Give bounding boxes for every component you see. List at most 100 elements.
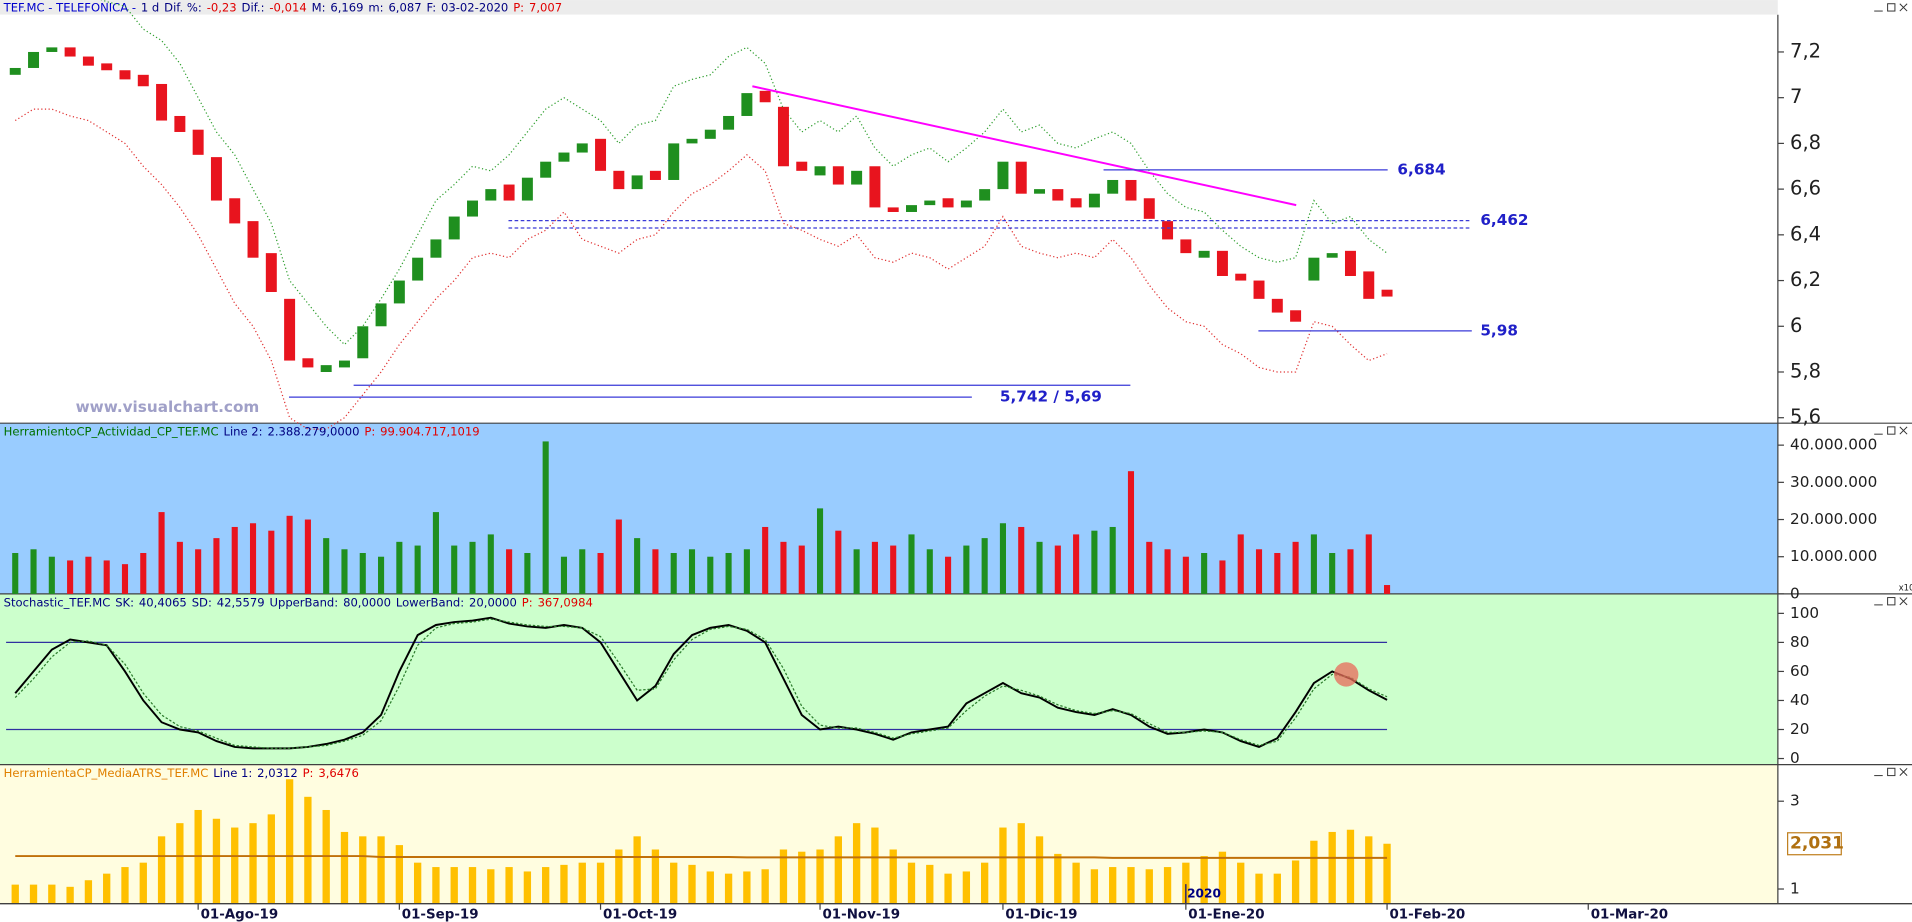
bar <box>1145 869 1153 904</box>
header-item: 20,0000 <box>469 595 517 609</box>
candle <box>686 138 698 144</box>
bar <box>1310 534 1317 594</box>
bar <box>542 441 549 594</box>
header-item: Line 2: <box>224 424 263 438</box>
bar <box>1146 541 1153 594</box>
candle <box>1381 289 1393 297</box>
candle <box>503 184 515 201</box>
y-tick-label: 7,2 <box>1790 39 1821 62</box>
bar <box>323 538 330 594</box>
y-tick-label: 0 <box>1790 749 1800 767</box>
bar <box>1054 853 1062 904</box>
x-tick-label: 01-Ene-20 <box>1188 908 1264 922</box>
header-item: Stochastic_TEF.MC <box>4 595 111 609</box>
overlay-line <box>100 0 1388 346</box>
candle <box>1107 179 1119 194</box>
candle <box>887 207 899 212</box>
candle <box>393 280 405 304</box>
bar <box>30 549 37 594</box>
candle <box>723 115 735 130</box>
candle <box>613 170 625 190</box>
bar <box>1091 530 1098 594</box>
controls-stochastic[interactable] <box>1874 597 1908 606</box>
candle <box>9 67 21 75</box>
bar <box>414 545 421 594</box>
bar <box>926 864 934 904</box>
candle <box>979 189 991 201</box>
bar <box>1109 526 1116 594</box>
bar <box>816 849 824 904</box>
bar <box>506 549 513 594</box>
bar <box>706 871 714 904</box>
candle <box>1162 221 1174 240</box>
header-item: 3,6476 <box>318 766 359 780</box>
bar <box>1036 541 1043 594</box>
y-tick-label: 7 <box>1790 85 1802 108</box>
controls-price[interactable] <box>1874 3 1908 12</box>
bar <box>396 541 403 594</box>
candle <box>1143 198 1155 219</box>
bar <box>487 534 494 594</box>
bar <box>268 530 275 594</box>
y-tick-label: 3 <box>1790 792 1800 810</box>
bar <box>249 523 257 594</box>
candle <box>1015 161 1027 194</box>
candle <box>1180 239 1192 254</box>
candle <box>1125 179 1137 201</box>
y-tick-label: 6,2 <box>1790 268 1821 291</box>
candle <box>247 221 259 258</box>
bar <box>1163 867 1172 904</box>
y-tick-label: 6,4 <box>1790 222 1821 245</box>
bar <box>139 862 147 904</box>
controls-volume[interactable] <box>1874 426 1908 435</box>
bar <box>469 541 476 594</box>
panel-header: TEF.MC - TELEFONICA - 1 d Dif. %: -0,23 Dif.… <box>3 0 562 14</box>
panel-header: Stochastic_TEF.MC SK: 40,4065 SD: 42,5579 Upp… <box>4 595 593 609</box>
bar <box>780 541 787 594</box>
bar <box>926 549 933 594</box>
x-tick-label: 01-Sep-19 <box>402 908 479 922</box>
candle <box>631 175 643 190</box>
candle <box>192 129 204 155</box>
bar <box>853 549 860 594</box>
candle <box>521 177 533 201</box>
header-item: 80,0000 <box>343 595 391 609</box>
y-tick-label: 6 <box>1790 314 1802 337</box>
bar <box>944 873 952 904</box>
candle <box>320 365 332 372</box>
bar <box>103 560 110 594</box>
bar <box>724 873 733 904</box>
candle <box>851 170 863 185</box>
bar <box>596 862 605 904</box>
level-label: 5,98 <box>1480 321 1518 339</box>
bar <box>176 541 183 594</box>
y-tick-label: 5,8 <box>1790 359 1821 382</box>
bar <box>981 538 988 594</box>
header-item: 03-02-2020 <box>441 0 508 14</box>
bar <box>1292 541 1299 594</box>
controls-atr[interactable] <box>1874 767 1908 777</box>
bar <box>377 836 385 904</box>
bar <box>451 545 458 594</box>
candle <box>1308 257 1320 281</box>
header-item: M: <box>312 0 326 14</box>
x-tick-label: 01-Mar-20 <box>1591 908 1668 922</box>
bar <box>1255 549 1263 594</box>
candle <box>997 161 1009 190</box>
bar <box>1201 553 1208 594</box>
header-item: 42,5579 <box>217 595 265 609</box>
series-line <box>14 616 1388 750</box>
bar <box>505 867 513 904</box>
bar <box>67 560 74 594</box>
current-value-box <box>1787 832 1842 856</box>
candle <box>576 143 588 153</box>
header-item: -0,014 <box>269 0 306 14</box>
candle <box>1235 273 1247 281</box>
y-tick-label: 80 <box>1790 633 1809 651</box>
bar <box>852 823 861 904</box>
bar <box>999 523 1006 594</box>
header-item: P: <box>513 0 524 14</box>
candle <box>119 70 131 80</box>
header-item: P: <box>364 424 375 438</box>
